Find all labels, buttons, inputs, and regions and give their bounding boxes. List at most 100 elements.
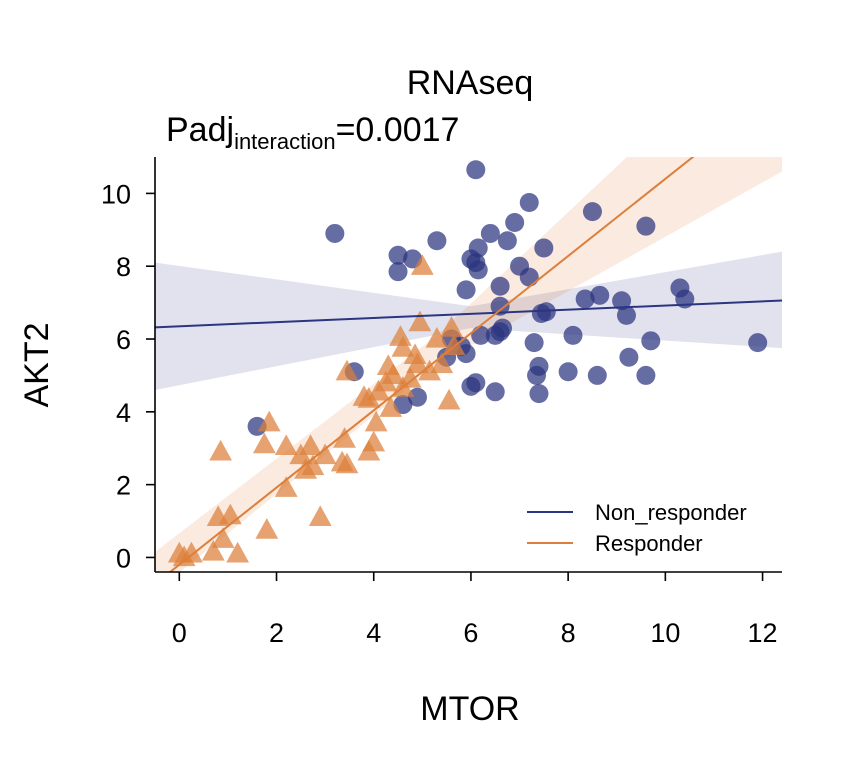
point-non-responder: [407, 387, 427, 407]
point-responder: [410, 254, 434, 275]
point-responder: [201, 539, 225, 561]
point-non-responder: [641, 331, 661, 351]
point-responder: [308, 505, 332, 527]
point-non-responder: [393, 395, 413, 415]
point-non-responder: [456, 280, 476, 300]
chart-title: RNAseq: [407, 64, 534, 102]
legend: Non_responder Responder: [527, 500, 747, 556]
point-responder: [379, 396, 403, 417]
point-responder: [406, 352, 429, 374]
x-tick-label: 10: [650, 618, 680, 648]
legend-box: [502, 492, 792, 572]
point-non-responder: [505, 213, 525, 233]
point-non-responder: [563, 325, 583, 345]
point-responder: [418, 359, 442, 381]
point-non-responder: [490, 276, 510, 296]
point-responder: [335, 452, 359, 474]
x-tick-label: 4: [366, 618, 381, 648]
chart-subtitle: Padjinteraction=0.0017: [166, 111, 459, 154]
x-tick-label: 12: [748, 618, 778, 648]
point-non-responder: [616, 305, 636, 325]
point-non-responder: [636, 216, 656, 236]
ci-band-non-responder: [155, 251, 782, 390]
subtitle-prefix: Padj: [166, 111, 234, 149]
x-tick-label: 0: [172, 618, 187, 648]
point-responder: [255, 518, 279, 539]
fit-lines: [155, 157, 782, 572]
x-axis-label: MTOR: [420, 690, 519, 728]
point-responder: [301, 454, 325, 476]
ci-band-responder: [155, 157, 782, 572]
point-responder: [389, 325, 412, 346]
point-non-responder: [612, 291, 632, 311]
point-non-responder: [558, 362, 578, 382]
point-non-responder: [524, 333, 544, 353]
point-non-responder: [536, 302, 556, 322]
point-responder: [209, 439, 233, 461]
y-tick-label: 2: [116, 471, 131, 501]
point-non-responder: [519, 193, 539, 213]
point-non-responder: [587, 365, 607, 385]
point-responder: [299, 434, 322, 456]
point-non-responder: [388, 262, 408, 282]
x-tick-label: 6: [463, 618, 478, 648]
point-non-responder: [748, 333, 768, 353]
point-non-responder: [471, 325, 491, 345]
point-responder: [313, 443, 337, 465]
point-non-responder: [490, 296, 510, 316]
point-non-responder: [493, 318, 513, 338]
point-responder: [408, 310, 432, 332]
y-tick-label: 0: [116, 543, 131, 573]
point-responder: [226, 541, 250, 563]
confidence-bands: [155, 157, 782, 572]
point-responder: [442, 334, 466, 355]
axes: 0 2 4 6 8 10 12 0 2 4 6 8 10: [101, 157, 782, 648]
point-non-responder: [427, 231, 447, 251]
point-non-responder: [636, 365, 656, 385]
y-tick-label: 4: [116, 398, 131, 428]
point-responder: [257, 410, 281, 432]
y-tick-label: 8: [116, 252, 131, 282]
point-non-responder: [590, 285, 610, 305]
point-responder: [391, 336, 415, 357]
point-responder: [274, 434, 298, 456]
x-tick-label: 8: [561, 618, 576, 648]
fit-line-responder: [168, 157, 695, 572]
point-non-responder: [480, 223, 500, 243]
point-responder: [437, 388, 461, 410]
x-tick-label: 2: [269, 618, 284, 648]
legend-label-non-responder: Non_responder: [595, 500, 747, 525]
point-non-responder: [466, 373, 486, 393]
point-responder: [333, 427, 356, 448]
point-non-responder: [529, 356, 549, 376]
y-axis-label: AKT2: [18, 322, 56, 407]
point-responder: [398, 367, 422, 388]
point-responder: [362, 430, 386, 452]
fit-line-non-responder: [155, 299, 782, 329]
point-non-responder: [468, 238, 488, 258]
point-non-responder: [325, 223, 345, 243]
point-non-responder: [497, 231, 517, 251]
point-non-responder: [466, 160, 486, 180]
point-non-responder: [388, 245, 408, 265]
point-responder: [364, 410, 388, 432]
point-responder: [430, 352, 454, 374]
point-non-responder: [519, 267, 539, 287]
point-responder: [335, 359, 359, 381]
point-responder: [252, 432, 276, 454]
subtitle-suffix: =0.0017: [336, 111, 460, 149]
y-tick-label: 10: [101, 179, 131, 209]
point-responder: [440, 316, 463, 337]
legend-label-responder: Responder: [595, 531, 703, 556]
point-non-responder: [485, 382, 505, 402]
point-non-responder: [534, 238, 554, 258]
point-responder: [381, 363, 405, 385]
point-non-responder: [582, 202, 602, 222]
point-responder: [425, 327, 449, 348]
point-non-responder: [468, 260, 488, 280]
point-non-responder: [619, 347, 639, 367]
point-non-responder: [529, 384, 549, 404]
subtitle-subscript: interaction: [234, 129, 336, 154]
y-tick-label: 6: [116, 325, 131, 355]
